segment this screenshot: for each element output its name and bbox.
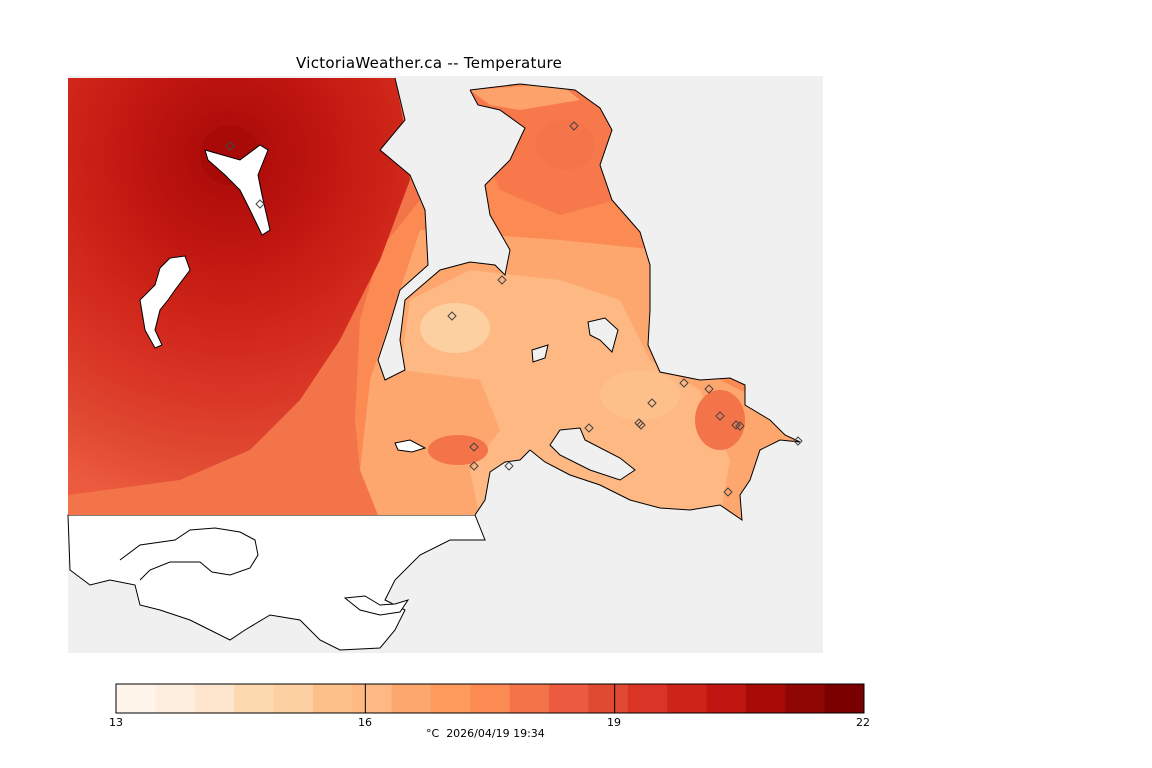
station-marker xyxy=(647,398,657,408)
map-title: VictoriaWeather.ca -- Temperature xyxy=(296,54,563,72)
lake-2 xyxy=(531,344,549,363)
colorbar-tick-22: 22 xyxy=(856,716,870,729)
colorbar-swatch xyxy=(706,684,747,713)
station-marker xyxy=(584,423,594,433)
colorbar-swatch xyxy=(785,684,826,713)
station-marker xyxy=(504,461,514,471)
colorbar-swatch xyxy=(824,684,865,713)
colorbar xyxy=(115,683,865,714)
southern-landmass xyxy=(67,514,486,651)
island-north xyxy=(204,144,271,236)
island-west xyxy=(139,255,191,349)
colorbar-swatch xyxy=(745,684,786,713)
unit-label: °C xyxy=(426,727,440,740)
colorbar-swatch xyxy=(509,684,550,713)
island-small xyxy=(394,439,427,453)
southern-coast-detail xyxy=(119,527,259,581)
colorbar-tick-16: 16 xyxy=(358,716,372,729)
timestamp-label: 2026/04/19 19:34 xyxy=(446,727,545,740)
station-marker xyxy=(793,436,803,446)
colorbar-frame xyxy=(115,683,865,714)
lake-1 xyxy=(587,317,619,353)
station-marker xyxy=(735,421,745,431)
colorbar-swatch xyxy=(430,684,471,713)
colorbar-swatch xyxy=(273,684,314,713)
colorbar-swatch xyxy=(194,684,235,713)
colorbar-tick-19: 19 xyxy=(607,716,621,729)
colorbar-swatch xyxy=(391,684,432,713)
colorbar-tick-13: 13 xyxy=(109,716,123,729)
station-marker xyxy=(447,311,457,321)
station-marker xyxy=(497,275,507,285)
station-marker xyxy=(225,141,235,151)
legend-footer: °C 2026/04/19 19:34 xyxy=(426,727,545,740)
colorbar-swatch xyxy=(312,684,353,713)
station-marker xyxy=(469,442,479,452)
inlet xyxy=(549,427,636,481)
colorbar-swatch xyxy=(116,684,156,713)
station-marker xyxy=(723,487,733,497)
station-marker xyxy=(255,199,265,209)
colorbar-swatch xyxy=(155,684,196,713)
colorbar-swatch xyxy=(234,684,274,713)
colorbar-swatch xyxy=(627,684,668,713)
coastline xyxy=(377,77,801,522)
station-marker xyxy=(715,411,725,421)
station-marker xyxy=(569,121,579,131)
station-markers xyxy=(225,121,803,497)
colorbar-swatch xyxy=(549,684,589,713)
colorbar-swatch xyxy=(588,684,629,713)
station-marker xyxy=(679,378,689,388)
station-marker xyxy=(469,461,479,471)
southern-islet xyxy=(343,595,410,616)
station-marker xyxy=(636,420,646,430)
station-marker xyxy=(704,384,714,394)
colorbar-swatch xyxy=(352,684,393,713)
colorbar-swatch xyxy=(470,684,511,713)
colorbar-swatch xyxy=(667,684,708,713)
